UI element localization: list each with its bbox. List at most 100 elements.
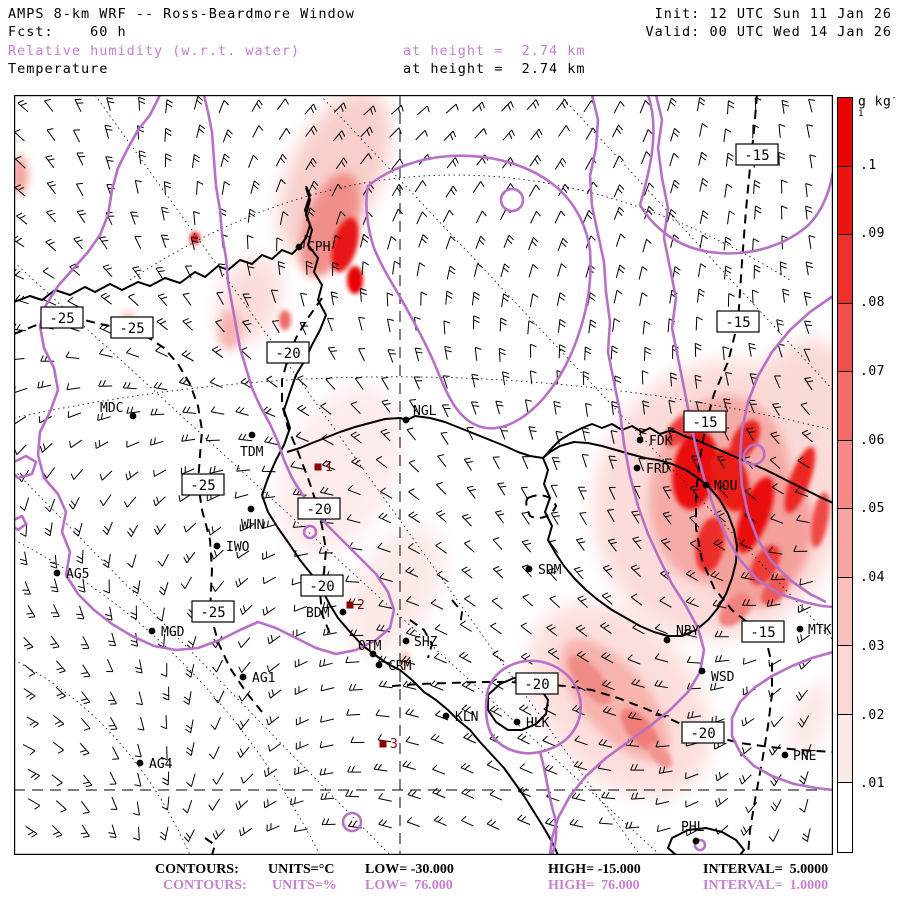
station-mou: MOU	[702, 479, 737, 494]
station-iwo: IWO	[213, 540, 250, 555]
station-otm: OTM	[358, 639, 382, 658]
footer2-contours: CONTOURS:	[163, 878, 247, 893]
temp-field-label: Temperature	[8, 61, 109, 77]
colorbar-tick-label: .06	[860, 432, 885, 448]
svg-text:TDM: TDM	[240, 445, 264, 460]
contour-label--20: -20	[297, 497, 341, 520]
colorbar-tick-label: .05	[860, 501, 885, 517]
footer2-high: HIGH= 76.000	[548, 878, 640, 893]
contour-label--15: -15	[741, 620, 785, 643]
contour-label--25: -25	[110, 316, 154, 339]
colorbar-tick-label: .08	[860, 295, 885, 311]
contour-label--15: -15	[683, 410, 727, 433]
footer1-low: LOW= -30.000	[365, 862, 454, 877]
svg-text:MGD: MGD	[161, 625, 185, 640]
svg-text:MOU: MOU	[714, 479, 737, 494]
colorbar-tick-label: .1	[860, 157, 877, 173]
svg-text:NGL: NGL	[413, 404, 437, 419]
colorbar-segment	[838, 783, 852, 852]
colorbar-tick-label: .04	[860, 570, 885, 586]
station-sdm: SDM	[525, 563, 562, 578]
footer2-low: LOW= 76.000	[365, 878, 453, 893]
station-hlk: HLK	[513, 716, 550, 731]
svg-text:BDM: BDM	[306, 606, 330, 621]
valid-time: Valid: 00 UTC Wed 14 Jan 26	[645, 24, 892, 40]
rh-field-height: at height = 2.74 km	[403, 43, 586, 59]
svg-text:KLN: KLN	[455, 710, 478, 725]
station-nby: NBY	[663, 624, 700, 644]
colorbar-segment	[838, 235, 852, 304]
forecast-hour: Fcst: 60 h	[8, 24, 127, 40]
footer1-contours: CONTOURS:	[155, 862, 239, 877]
contour-label--20: -20	[266, 341, 310, 364]
svg-text:-25: -25	[119, 321, 144, 337]
footer2-units: UNITS=%	[272, 878, 337, 893]
svg-text:FDK: FDK	[649, 434, 673, 449]
contour-label--15: -15	[735, 143, 779, 166]
svg-text:-20: -20	[524, 677, 549, 693]
contour-label--15: -15	[716, 310, 760, 333]
colorbar-tick-label: .02	[860, 707, 885, 723]
svg-text:WSD: WSD	[711, 670, 735, 685]
station-markers: CPH MDC TDM NGL WHN IWO AG5 MGD AG1 AG4 SDM BDM OTM C…	[53, 240, 832, 845]
svg-text:-15: -15	[692, 415, 717, 431]
contour-label--25: -25	[40, 306, 84, 329]
station-whn: WHN	[241, 505, 264, 533]
station-shz: SHZ	[402, 635, 438, 650]
contour-label--20: -20	[300, 574, 344, 597]
footer1-high: HIGH= -15.000	[548, 862, 641, 877]
svg-text:-15: -15	[725, 315, 750, 331]
svg-text:SDM: SDM	[538, 563, 562, 578]
red-site-markers: 1 2 3	[314, 460, 398, 752]
station-ag5: AG5	[53, 567, 89, 582]
contour-label--25: -25	[181, 473, 225, 496]
station-mdc: MDC	[100, 401, 137, 420]
station-ngl: NGL	[402, 404, 437, 424]
svg-text:1: 1	[325, 460, 333, 475]
svg-text:-25: -25	[200, 605, 225, 621]
footer1-interval: INTERVAL= 5.0000	[703, 862, 829, 877]
svg-text:AG5: AG5	[66, 567, 89, 582]
svg-text:NBY: NBY	[676, 624, 700, 639]
svg-text:PNE: PNE	[793, 749, 816, 764]
colorbar-tick-label: .01	[860, 776, 885, 792]
station-bdm: BDM	[306, 606, 347, 621]
colorbar-segment	[838, 303, 852, 373]
svg-text:AG4: AG4	[149, 757, 173, 772]
rh-field-label: Relative humidity (w.r.t. water)	[8, 43, 301, 59]
plot-title: AMPS 8-km WRF -- Ross-Beardmore Window	[8, 6, 355, 22]
svg-text:FRD: FRD	[646, 462, 670, 477]
init-time: Init: 12 UTC Sun 11 Jan 26	[654, 6, 892, 22]
footer1-units: UNITS=°C	[268, 862, 335, 877]
svg-text:-20: -20	[690, 726, 715, 742]
svg-text:OTM: OTM	[358, 639, 382, 654]
colorbar-segment	[838, 372, 852, 441]
station-mtk: MTK	[796, 623, 832, 638]
station-ag4: AG4	[136, 757, 173, 772]
svg-text:HLK: HLK	[526, 716, 550, 731]
svg-text:CPH: CPH	[307, 240, 330, 255]
svg-text:3: 3	[390, 737, 398, 752]
station-ag1: AG1	[239, 671, 275, 686]
svg-text:-20: -20	[306, 502, 331, 518]
colorbar-tick-label: .03	[860, 638, 885, 654]
coastline-paths	[14, 185, 833, 855]
svg-text:AG1: AG1	[252, 671, 275, 686]
svg-text:-25: -25	[49, 311, 74, 327]
station-phl: PHL	[681, 820, 705, 845]
station-crm: CRM	[375, 659, 412, 674]
svg-text:IWO: IWO	[226, 540, 250, 555]
station-cph: CPH	[295, 240, 330, 255]
wind-barbs	[14, 96, 817, 843]
temp-field-height: at height = 2.74 km	[403, 61, 586, 77]
svg-text:WHN: WHN	[241, 518, 264, 533]
station-wsd: WSD	[698, 667, 735, 685]
svg-text:MDC: MDC	[100, 401, 123, 416]
svg-text:SHZ: SHZ	[414, 635, 438, 650]
station-kln: KLN	[442, 710, 478, 725]
map-border	[14, 95, 833, 855]
svg-text:-20: -20	[275, 346, 300, 362]
station-mgd: MGD	[148, 625, 185, 640]
contour-label--25: -25	[191, 600, 235, 623]
